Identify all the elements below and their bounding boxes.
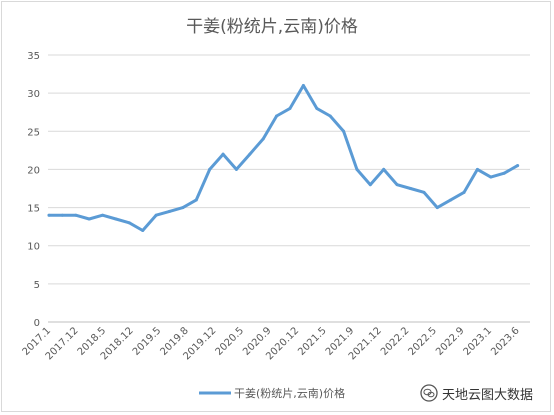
data-point bbox=[301, 84, 305, 88]
data-point bbox=[368, 183, 372, 187]
data-point bbox=[355, 167, 359, 171]
data-point bbox=[409, 187, 412, 190]
data-point bbox=[422, 190, 426, 194]
data-point bbox=[168, 209, 171, 213]
data-point bbox=[101, 213, 105, 217]
data-point bbox=[328, 114, 332, 118]
data-point bbox=[275, 114, 279, 118]
x-tick-label: 2020.5 bbox=[214, 325, 247, 358]
data-point bbox=[234, 167, 238, 171]
x-tick-label: 2023.6 bbox=[489, 325, 522, 358]
series-line bbox=[47, 84, 520, 232]
data-point bbox=[475, 167, 479, 171]
x-tick-label: 2022.2 bbox=[379, 325, 412, 358]
y-tick-label: 25 bbox=[27, 127, 40, 138]
y-tick-label: 30 bbox=[27, 89, 40, 100]
y-axis-ticks: 0 5 10 15 20 25 30 35 bbox=[27, 51, 40, 329]
x-axis-ticks: 2017.12017.122018.52018.122019.52019.820… bbox=[21, 325, 522, 362]
data-point bbox=[194, 198, 198, 202]
gridlines bbox=[48, 54, 530, 323]
data-point bbox=[382, 167, 386, 171]
x-tick-label: 2021.5 bbox=[296, 325, 329, 358]
legend-label: 干姜(粉统片,云南)价格 bbox=[234, 386, 345, 400]
watermark: 天地云图大数据 bbox=[420, 382, 533, 404]
y-tick-label: 35 bbox=[27, 51, 40, 62]
y-tick-label: 15 bbox=[27, 204, 40, 215]
chart-title: 干姜(粉统片,云南)价格 bbox=[186, 17, 358, 37]
wechat-icon bbox=[420, 384, 438, 402]
watermark-text: 天地云图大数据 bbox=[442, 387, 534, 403]
data-point bbox=[462, 190, 466, 194]
data-point bbox=[221, 152, 225, 156]
x-tick-label: 2022.9 bbox=[434, 325, 467, 358]
x-tick-label: 2023.1 bbox=[462, 325, 495, 358]
y-tick-label: 10 bbox=[27, 242, 40, 253]
data-point bbox=[74, 213, 78, 217]
data-point bbox=[315, 106, 319, 110]
data-point bbox=[248, 152, 252, 156]
x-tick-label: 2022.5 bbox=[407, 325, 440, 358]
data-point bbox=[516, 164, 520, 168]
x-tick-label: 2019.5 bbox=[131, 325, 164, 358]
data-point bbox=[489, 175, 493, 179]
data-point bbox=[261, 137, 265, 141]
data-point bbox=[435, 206, 439, 210]
data-point bbox=[127, 221, 131, 225]
data-point bbox=[342, 129, 346, 133]
data-point bbox=[449, 198, 453, 202]
data-point bbox=[154, 213, 158, 217]
legend[interactable]: 干姜(粉统片,云南)价格 bbox=[199, 386, 345, 400]
data-point bbox=[87, 217, 91, 221]
data-point bbox=[395, 183, 399, 187]
y-tick-label: 5 bbox=[34, 280, 40, 291]
series-layer bbox=[47, 84, 520, 232]
data-point bbox=[114, 217, 118, 221]
y-tick-label: 20 bbox=[27, 165, 40, 176]
data-point bbox=[47, 213, 51, 217]
y-tick-label: 0 bbox=[34, 318, 40, 329]
data-point bbox=[181, 206, 185, 210]
data-point bbox=[141, 228, 145, 232]
data-point bbox=[288, 106, 292, 110]
data-point bbox=[60, 213, 64, 217]
data-point bbox=[502, 171, 506, 175]
data-point bbox=[208, 167, 212, 171]
